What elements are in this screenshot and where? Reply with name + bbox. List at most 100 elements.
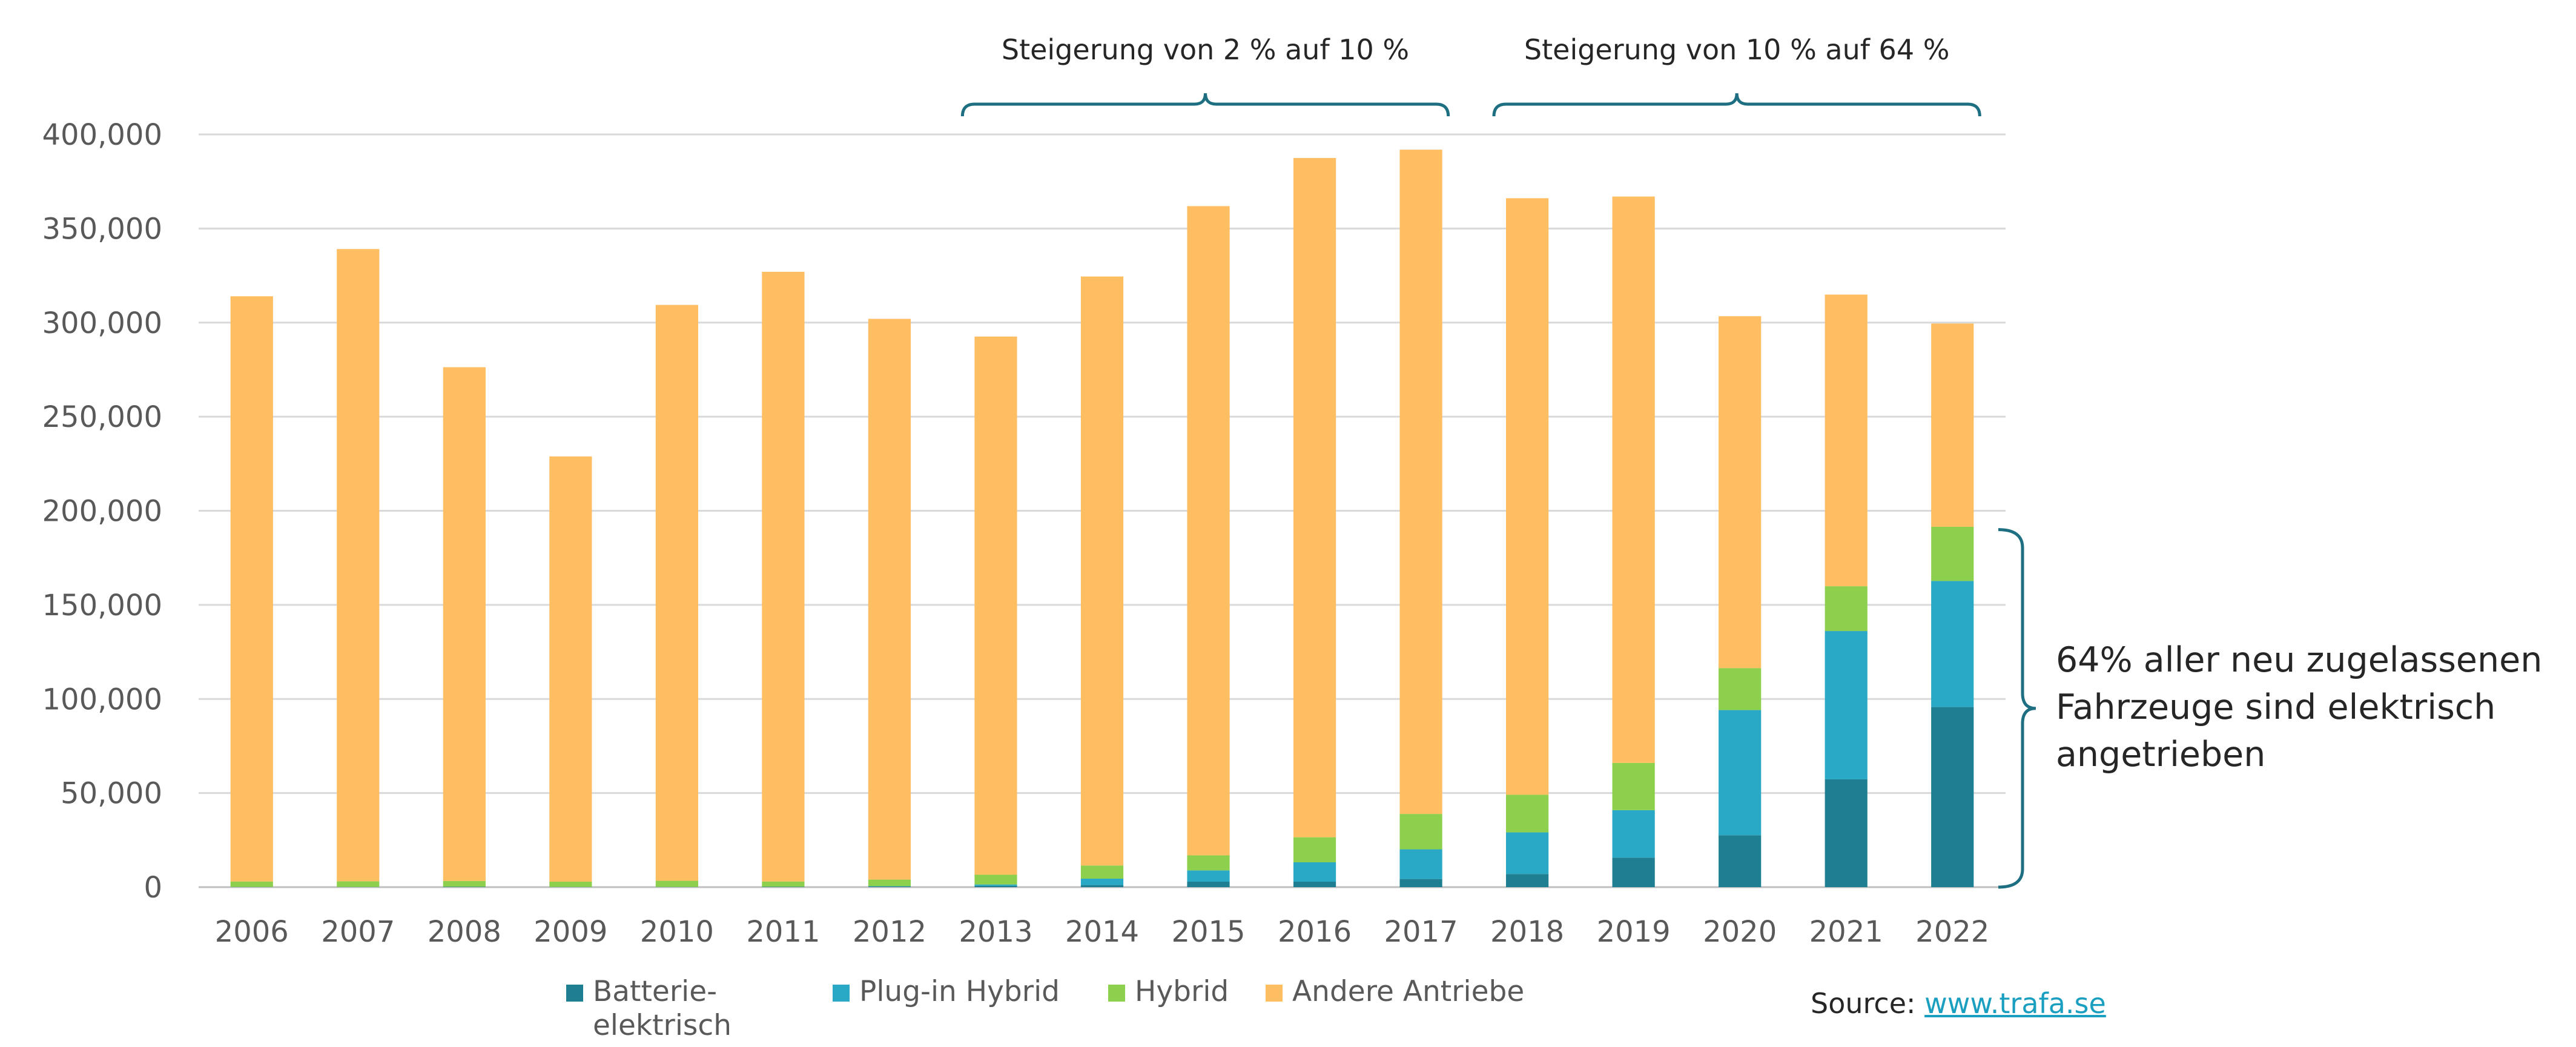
bar-2009-hybrid [549, 881, 592, 887]
side-note: 64% aller neu zugelassenen Fahrzeuge sin… [2056, 640, 2553, 775]
bar-2014-hybrid [1080, 865, 1124, 879]
legend-label-hybrid: Hybrid [1135, 975, 1229, 1008]
bar-2006-andere-antriebe [230, 296, 273, 882]
bar-2010-hybrid [655, 880, 698, 887]
bar-2022-andere-antriebe [1931, 323, 1974, 527]
legend-swatch-andere-antriebe [1266, 985, 1283, 1002]
bars [230, 150, 1974, 887]
bar-2019-batterie-elektrisch [1612, 857, 1655, 887]
bar-2014-plug-in-hybrid [1080, 879, 1124, 885]
x-tick-label: 2009 [533, 915, 607, 949]
legend-label-line-2: elektrisch [593, 1009, 732, 1042]
bar-2020-andere-antriebe [1719, 316, 1762, 669]
x-tick-label: 2022 [1915, 915, 1989, 949]
x-tick-label: 2012 [853, 915, 926, 949]
bar-2017-hybrid [1399, 814, 1442, 850]
x-tick-label: 2015 [1171, 915, 1245, 949]
source-note: Source: www.trafa.se [1811, 987, 2106, 1020]
bracket-2013-2017-label: Steigerung von 2 % auf 10 % [1002, 33, 1409, 66]
bar-2020-batterie-elektrisch [1719, 835, 1762, 887]
bar-2016-batterie-elektrisch [1293, 881, 1336, 887]
bar-2018-hybrid [1506, 794, 1549, 833]
side-note-line-2: Fahrzeuge sind elektrisch [2056, 687, 2495, 727]
x-tick-label: 2014 [1065, 915, 1139, 949]
y-tick-label: 300,000 [42, 306, 163, 340]
bar-2017-andere-antriebe [1399, 150, 1442, 814]
bar-2022-batterie-elektrisch [1931, 707, 1974, 887]
x-axis-ticks: 2006 2007 2008 2009 2010 2011 2012 2013 2014 2015… [215, 915, 1990, 949]
bar-2012-plug-in-hybrid [868, 886, 911, 887]
bar-2015-andere-antriebe [1187, 206, 1230, 856]
bar-2008-hybrid [443, 880, 486, 887]
side-bracket [1998, 528, 2036, 889]
y-tick-label: 150,000 [42, 589, 163, 623]
source-link[interactable]: www.trafa.se [1924, 987, 2106, 1020]
bar-2011-andere-antriebe [762, 271, 805, 882]
bar-2021-batterie-elektrisch [1825, 779, 1868, 887]
y-axis-ticks: 0 50,000 100,000 150,000 200,000 250,000 300,0… [42, 118, 163, 905]
x-tick-label: 2016 [1278, 915, 1352, 949]
bar-2015-plug-in-hybrid [1187, 870, 1230, 882]
bar-2013-andere-antriebe [974, 336, 1017, 875]
x-tick-label: 2006 [215, 915, 289, 949]
bar-2022-hybrid [1931, 526, 1974, 581]
bar-2015-hybrid [1187, 855, 1230, 871]
bar-2020-hybrid [1719, 668, 1762, 710]
bar-2019-hybrid [1612, 762, 1655, 810]
legend-label-line-1: Batterie- [593, 975, 718, 1008]
y-tick-label: 400,000 [42, 118, 163, 152]
bracket-2013-2017 [960, 93, 1450, 117]
bar-2014-batterie-elektrisch [1080, 885, 1124, 887]
x-tick-label: 2010 [640, 915, 714, 949]
bar-2017-batterie-elektrisch [1399, 879, 1442, 887]
bar-2008-andere-antriebe [443, 367, 486, 881]
legend-label-batterie-elektrisch: Batterie- elektrisch [593, 975, 732, 1043]
x-tick-label: 2007 [321, 915, 395, 949]
y-tick-label: 350,000 [42, 212, 163, 246]
y-tick-label: 250,000 [42, 400, 163, 434]
y-tick-label: 200,000 [42, 495, 163, 529]
bar-2018-batterie-elektrisch [1506, 874, 1549, 887]
bar-2009-andere-antriebe [549, 456, 592, 882]
bar-2011-hybrid [762, 881, 805, 887]
legend-label-plug-in-hybrid: Plug-in Hybrid [859, 975, 1060, 1008]
side-note-line-3: angetrieben [2056, 735, 2265, 775]
legend-swatch-hybrid [1108, 985, 1125, 1002]
legend-swatch-plug-in-hybrid [833, 985, 850, 1002]
bar-2021-hybrid [1825, 586, 1868, 632]
bar-2015-batterie-elektrisch [1187, 881, 1230, 887]
bar-2012-hybrid [868, 879, 911, 887]
source-label: Source: [1811, 987, 1925, 1020]
x-tick-label: 2008 [428, 915, 501, 949]
bracket-2018-2022 [1492, 93, 1981, 117]
side-note-line-1: 64% aller neu zugelassenen [2056, 640, 2542, 680]
annotations: Steigerung von 2 % auf 10 % Steigerung v… [960, 33, 2553, 889]
x-tick-label: 2019 [1597, 915, 1671, 949]
bar-2013-batterie-elektrisch [974, 885, 1017, 887]
bar-2017-plug-in-hybrid [1399, 849, 1442, 879]
bracket-2018-2022-label: Steigerung von 10 % auf 64 % [1524, 33, 1950, 66]
legend-label-andere-antriebe: Andere Antriebe [1292, 975, 1525, 1008]
bar-2021-plug-in-hybrid [1825, 631, 1868, 779]
bar-2007-andere-antriebe [337, 249, 380, 882]
y-tick-label: 50,000 [61, 777, 162, 811]
x-tick-label: 2013 [959, 915, 1032, 949]
bar-2022-plug-in-hybrid [1931, 581, 1974, 707]
bar-2013-hybrid [974, 874, 1017, 885]
x-tick-label: 2021 [1809, 915, 1883, 949]
bar-2006-hybrid [230, 881, 273, 887]
bar-2020-plug-in-hybrid [1719, 710, 1762, 836]
bar-2013-plug-in-hybrid [974, 884, 1017, 886]
bar-2016-andere-antriebe [1293, 157, 1336, 837]
bar-2014-andere-antriebe [1080, 276, 1124, 866]
bar-2010-andere-antriebe [655, 305, 698, 881]
x-tick-label: 2020 [1703, 915, 1777, 949]
bar-2016-hybrid [1293, 837, 1336, 862]
y-tick-label: 0 [144, 871, 162, 905]
legend-swatch-batterie-elektrisch [566, 985, 583, 1002]
x-tick-label: 2018 [1490, 915, 1564, 949]
bar-2021-andere-antriebe [1825, 294, 1868, 587]
bar-2018-plug-in-hybrid [1506, 832, 1549, 874]
bar-2007-hybrid [337, 881, 380, 887]
